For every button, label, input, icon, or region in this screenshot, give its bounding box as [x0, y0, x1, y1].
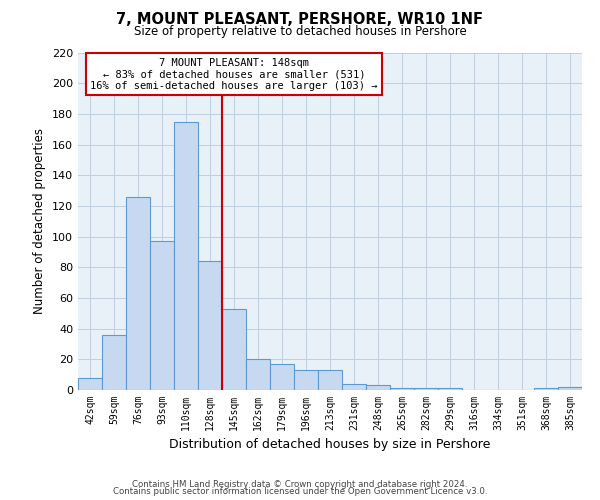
Bar: [150, 241, 174, 390]
Text: Contains HM Land Registry data © Crown copyright and database right 2024.: Contains HM Land Registry data © Crown c…: [132, 480, 468, 489]
Bar: [414, 388, 438, 390]
Bar: [102, 335, 126, 390]
Bar: [174, 122, 198, 390]
Bar: [222, 308, 246, 390]
Bar: [270, 364, 294, 390]
Text: 7 MOUNT PLEASANT: 148sqm
← 83% of detached houses are smaller (531)
16% of semi-: 7 MOUNT PLEASANT: 148sqm ← 83% of detach…: [91, 58, 378, 91]
Y-axis label: Number of detached properties: Number of detached properties: [34, 128, 46, 314]
Bar: [78, 378, 102, 390]
Bar: [558, 387, 582, 390]
Bar: [342, 384, 366, 390]
Bar: [246, 360, 270, 390]
Text: Size of property relative to detached houses in Pershore: Size of property relative to detached ho…: [134, 25, 466, 38]
Bar: [390, 388, 414, 390]
Bar: [318, 370, 342, 390]
X-axis label: Distribution of detached houses by size in Pershore: Distribution of detached houses by size …: [169, 438, 491, 452]
Bar: [198, 261, 222, 390]
Bar: [366, 386, 390, 390]
Text: Contains public sector information licensed under the Open Government Licence v3: Contains public sector information licen…: [113, 488, 487, 496]
Bar: [294, 370, 318, 390]
Text: 7, MOUNT PLEASANT, PERSHORE, WR10 1NF: 7, MOUNT PLEASANT, PERSHORE, WR10 1NF: [116, 12, 484, 28]
Bar: [126, 196, 150, 390]
Bar: [534, 388, 558, 390]
Bar: [438, 388, 462, 390]
